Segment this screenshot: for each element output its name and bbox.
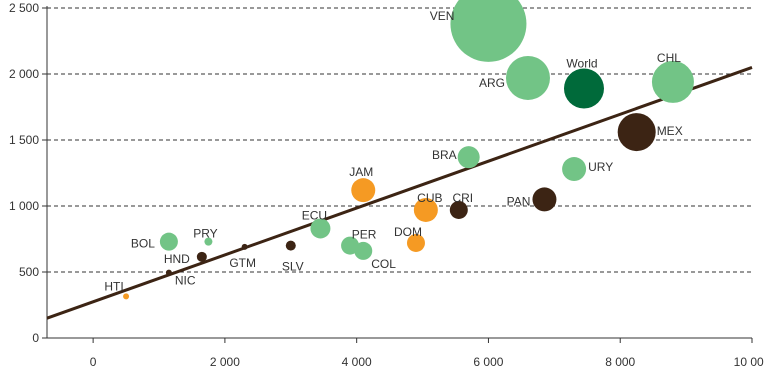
x-tick-label: 6 000 [473, 355, 503, 369]
point-chl [651, 60, 694, 103]
y-tick-label: 2 000 [9, 67, 39, 81]
point-cri [449, 200, 468, 219]
axes: 0 500 1 000 1 500 2 000 2 500 0 2 000 4 000 6 000… [9, 1, 764, 369]
trendline-group [46, 65, 753, 320]
point-label-gtm: GTM [229, 256, 256, 270]
point-label-bra: BRA [432, 148, 457, 162]
y-tick-label: 1 500 [9, 133, 39, 147]
point-bol [159, 232, 178, 251]
x-tick-label: 2 000 [210, 355, 240, 369]
point-label-dom: DOM [394, 225, 422, 239]
point-ecu [310, 218, 331, 239]
point-label-col: COL [371, 257, 396, 271]
point-label-hti: HTI [104, 279, 123, 293]
point-slv [285, 240, 296, 251]
point-label-ven: VEN [430, 9, 455, 23]
x-tick-label: 10 000 [734, 355, 764, 369]
y-tick-label: 2 500 [9, 1, 39, 15]
y-tick-label: 0 [32, 331, 39, 345]
point-dom [406, 233, 425, 252]
point-gtm [241, 243, 248, 250]
point-ven [450, 0, 527, 62]
point-mex [617, 113, 656, 152]
point-label-bol: BOL [131, 237, 155, 251]
trendline [46, 65, 753, 320]
point-label-cri: CRI [452, 191, 473, 205]
point-col [354, 241, 373, 260]
point-label-jam: JAM [349, 165, 373, 179]
point-label-cub: CUB [417, 191, 442, 205]
point-labels: VEN ARG World CHL MEX BRA URY JAM PAN CUB CRI ECU DO… [104, 9, 682, 294]
point-arg [505, 55, 550, 100]
x-tick-label: 4 000 [342, 355, 372, 369]
point-cub [413, 197, 438, 222]
point-hti [123, 293, 130, 300]
point-pry [204, 237, 213, 246]
point-label-chl: CHL [657, 51, 681, 65]
point-label-world: World [566, 57, 597, 71]
point-hnd [196, 251, 207, 262]
y-tick-label: 500 [19, 265, 39, 279]
point-label-ury: URY [588, 160, 613, 174]
gridlines [47, 7, 752, 273]
point-label-mex: MEX [657, 124, 683, 138]
data-points [123, 0, 694, 300]
y-tick-label: 1 000 [9, 199, 39, 213]
point-label-arg: ARG [479, 76, 505, 90]
point-label-ecu: ECU [302, 208, 327, 222]
point-label-per: PER [352, 228, 377, 242]
point-bra [457, 146, 480, 169]
point-label-pry: PRY [193, 227, 217, 241]
point-label-slv: SLV [282, 260, 304, 274]
x-tick-label: 0 [90, 355, 97, 369]
point-ury [562, 157, 587, 182]
point-label-nic: NIC [175, 274, 196, 288]
point-label-pan: PAN [507, 194, 531, 208]
point-nic [165, 269, 172, 276]
x-tick-label: 8 000 [605, 355, 635, 369]
point-jam [351, 178, 376, 203]
point-pan [532, 187, 557, 212]
point-label-hnd: HND [164, 252, 190, 266]
point-world [563, 68, 604, 109]
